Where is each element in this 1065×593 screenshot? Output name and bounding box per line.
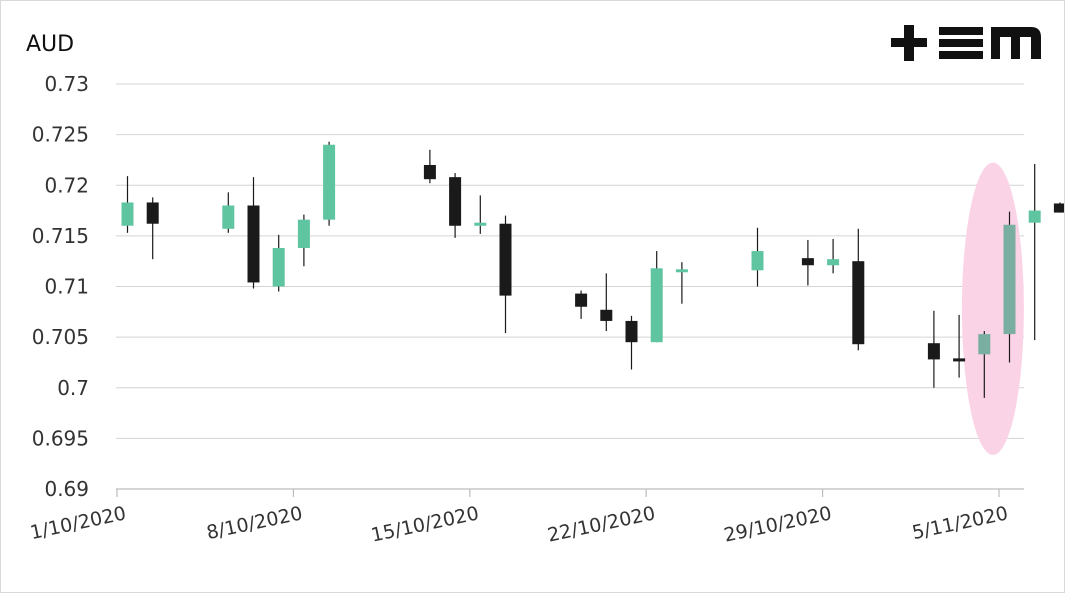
y-tick-label: 0.705 bbox=[32, 325, 89, 349]
logo-e-top bbox=[939, 27, 983, 35]
candle bbox=[1003, 211, 1016, 363]
candle bbox=[449, 173, 462, 238]
candle bbox=[827, 238, 840, 274]
candle-body bbox=[323, 144, 336, 220]
x-axis-ticks: 1/10/2020 8/10/2020 15/10/2020 22/10/2020 29… bbox=[28, 502, 1010, 546]
candle bbox=[650, 251, 663, 343]
x-tick-label: 1/10/2020 bbox=[28, 502, 128, 544]
logo-m bbox=[991, 27, 1041, 59]
candle-body bbox=[1003, 224, 1016, 335]
candle bbox=[801, 239, 814, 286]
x-tick-label: 22/10/2020 bbox=[546, 502, 658, 546]
candle bbox=[423, 149, 436, 184]
candle-body bbox=[600, 309, 613, 321]
candle bbox=[297, 214, 310, 267]
candle bbox=[751, 227, 764, 287]
candle bbox=[272, 234, 285, 292]
candle-body bbox=[449, 177, 462, 226]
candle bbox=[675, 262, 688, 304]
y-tick-label: 0.7 bbox=[57, 376, 89, 400]
y-tick-label: 0.715 bbox=[32, 224, 89, 248]
candle bbox=[499, 215, 512, 334]
logo-plus-v bbox=[904, 25, 914, 61]
candle bbox=[121, 176, 134, 233]
candle-body bbox=[650, 268, 663, 343]
candle bbox=[474, 195, 487, 234]
candle-body bbox=[625, 320, 638, 343]
brand-logo bbox=[891, 25, 1041, 61]
y-tick-label: 0.69 bbox=[44, 477, 89, 501]
logo-e-bot bbox=[939, 51, 983, 59]
candle bbox=[978, 331, 991, 398]
candle-body bbox=[1028, 210, 1041, 223]
logo-e-mid bbox=[939, 39, 983, 47]
candle bbox=[953, 314, 966, 378]
candle-body bbox=[474, 222, 487, 226]
candle bbox=[323, 141, 336, 226]
candle-body bbox=[751, 251, 764, 271]
candle-body bbox=[852, 261, 865, 345]
y-tick-label: 0.71 bbox=[44, 275, 89, 299]
x-tick-label: 8/10/2020 bbox=[205, 502, 305, 544]
candle bbox=[247, 177, 260, 289]
y-tick-label: 0.72 bbox=[44, 173, 89, 197]
candle-body bbox=[121, 202, 134, 226]
candle-body bbox=[953, 358, 966, 362]
candle-body bbox=[499, 223, 512, 296]
gridlines bbox=[116, 83, 1024, 490]
candle bbox=[1028, 163, 1041, 341]
y-tick-label: 0.73 bbox=[44, 72, 89, 96]
candle bbox=[927, 310, 940, 388]
x-axis bbox=[116, 488, 1024, 497]
candle bbox=[575, 290, 588, 319]
candle-body bbox=[146, 202, 159, 224]
x-tick-label: 29/10/2020 bbox=[722, 502, 834, 546]
x-tick-label: 15/10/2020 bbox=[369, 502, 481, 546]
candle-body bbox=[801, 258, 814, 266]
y-axis-ticks: 0.69 0.695 0.7 0.705 0.71 0.715 0.72 0.725 0.73 bbox=[32, 72, 89, 501]
y-axis-label: AUD bbox=[26, 32, 74, 57]
candle-body bbox=[297, 219, 310, 249]
candle-body bbox=[827, 259, 840, 266]
candles bbox=[121, 141, 1064, 398]
candle-body bbox=[675, 269, 688, 273]
candle bbox=[222, 192, 235, 233]
candle bbox=[600, 273, 613, 332]
candle bbox=[852, 228, 865, 351]
candle-body bbox=[575, 293, 588, 307]
x-tick-label: 5/11/2020 bbox=[910, 502, 1010, 544]
y-tick-label: 0.725 bbox=[32, 123, 89, 147]
candle-body bbox=[272, 248, 285, 287]
candle bbox=[146, 197, 159, 260]
candle bbox=[625, 315, 638, 370]
candle-body bbox=[423, 165, 436, 180]
y-tick-label: 0.695 bbox=[32, 426, 89, 450]
candle-body bbox=[978, 334, 991, 355]
candle-body bbox=[1053, 203, 1064, 213]
candle bbox=[1053, 202, 1064, 213]
candle-body bbox=[247, 205, 260, 283]
candle-body bbox=[927, 343, 940, 360]
candle-body bbox=[222, 205, 235, 229]
